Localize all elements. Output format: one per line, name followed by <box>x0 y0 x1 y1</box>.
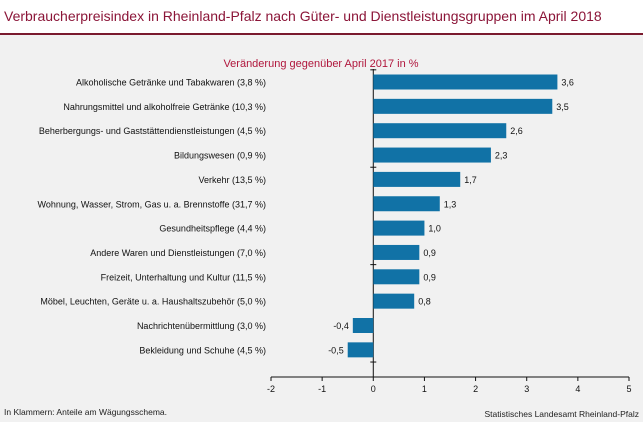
value-label: -0,5 <box>328 345 344 355</box>
chart-subtitle: Veränderung gegenüber April 2017 in % <box>223 58 418 70</box>
value-label: 3,6 <box>561 78 574 88</box>
bar <box>347 342 374 358</box>
value-label: -0,4 <box>333 321 349 331</box>
x-tick-label: 0 <box>371 384 376 394</box>
category-label: Gesundheitspflege (4,4 %) <box>159 224 266 234</box>
bar <box>373 74 558 90</box>
bar <box>373 220 425 236</box>
category-label: Nahrungsmittel und alkoholfreie Getränke… <box>63 102 266 112</box>
bar <box>373 171 461 187</box>
bar <box>373 123 507 139</box>
category-label: Möbel, Leuchten, Geräte u. a. Haushaltsz… <box>40 297 266 307</box>
value-label: 1,0 <box>428 224 441 234</box>
source-note: Statistisches Landesamt Rheinland-Pfalz <box>484 409 640 419</box>
bar <box>373 147 491 163</box>
category-label: Wohnung, Wasser, Strom, Gas u. a. Brenns… <box>38 199 266 209</box>
category-label: Beherbergungs- und Gaststättendienstleis… <box>39 126 266 136</box>
x-tick-label: 2 <box>473 384 478 394</box>
bar <box>373 293 415 309</box>
bar <box>373 244 420 260</box>
value-label: 2,3 <box>495 151 508 161</box>
x-tick-label: -1 <box>318 384 326 394</box>
bar <box>373 269 420 285</box>
footnote: In Klammern: Anteile am Wägungsschema. <box>4 407 167 417</box>
category-label: Bildungswesen (0,9 %) <box>174 151 266 161</box>
value-label: 1,3 <box>444 199 457 209</box>
title-divider <box>0 33 643 35</box>
chart-title: Verbraucherpreisindex in Rheinland-Pfalz… <box>4 8 602 24</box>
category-label: Alkoholische Getränke und Tabakwaren (3,… <box>76 78 266 88</box>
category-label: Bekleidung und Schuhe (4,5 %) <box>139 345 266 355</box>
value-label: 0,9 <box>423 272 436 282</box>
value-label: 0,8 <box>418 297 431 307</box>
value-label: 3,5 <box>556 102 569 112</box>
bar <box>373 98 553 114</box>
category-label: Freizeit, Unterhaltung und Kultur (11,5 … <box>101 272 266 282</box>
category-label: Verkehr (13,5 %) <box>198 175 266 185</box>
bar <box>352 318 374 333</box>
value-label: 0,9 <box>423 248 436 258</box>
x-tick-label: 5 <box>626 384 631 394</box>
category-label: Andere Waren und Dienstleistungen (7,0 %… <box>90 248 266 258</box>
x-tick-label: 1 <box>422 384 427 394</box>
x-tick-label: 4 <box>575 384 580 394</box>
category-label: Nachrichtenübermittlung (3,0 %) <box>137 321 266 331</box>
x-tick-label: -2 <box>267 384 275 394</box>
bar <box>373 196 440 212</box>
value-label: 2,6 <box>510 126 523 136</box>
x-tick-label: 3 <box>524 384 529 394</box>
value-label: 1,7 <box>464 175 477 185</box>
